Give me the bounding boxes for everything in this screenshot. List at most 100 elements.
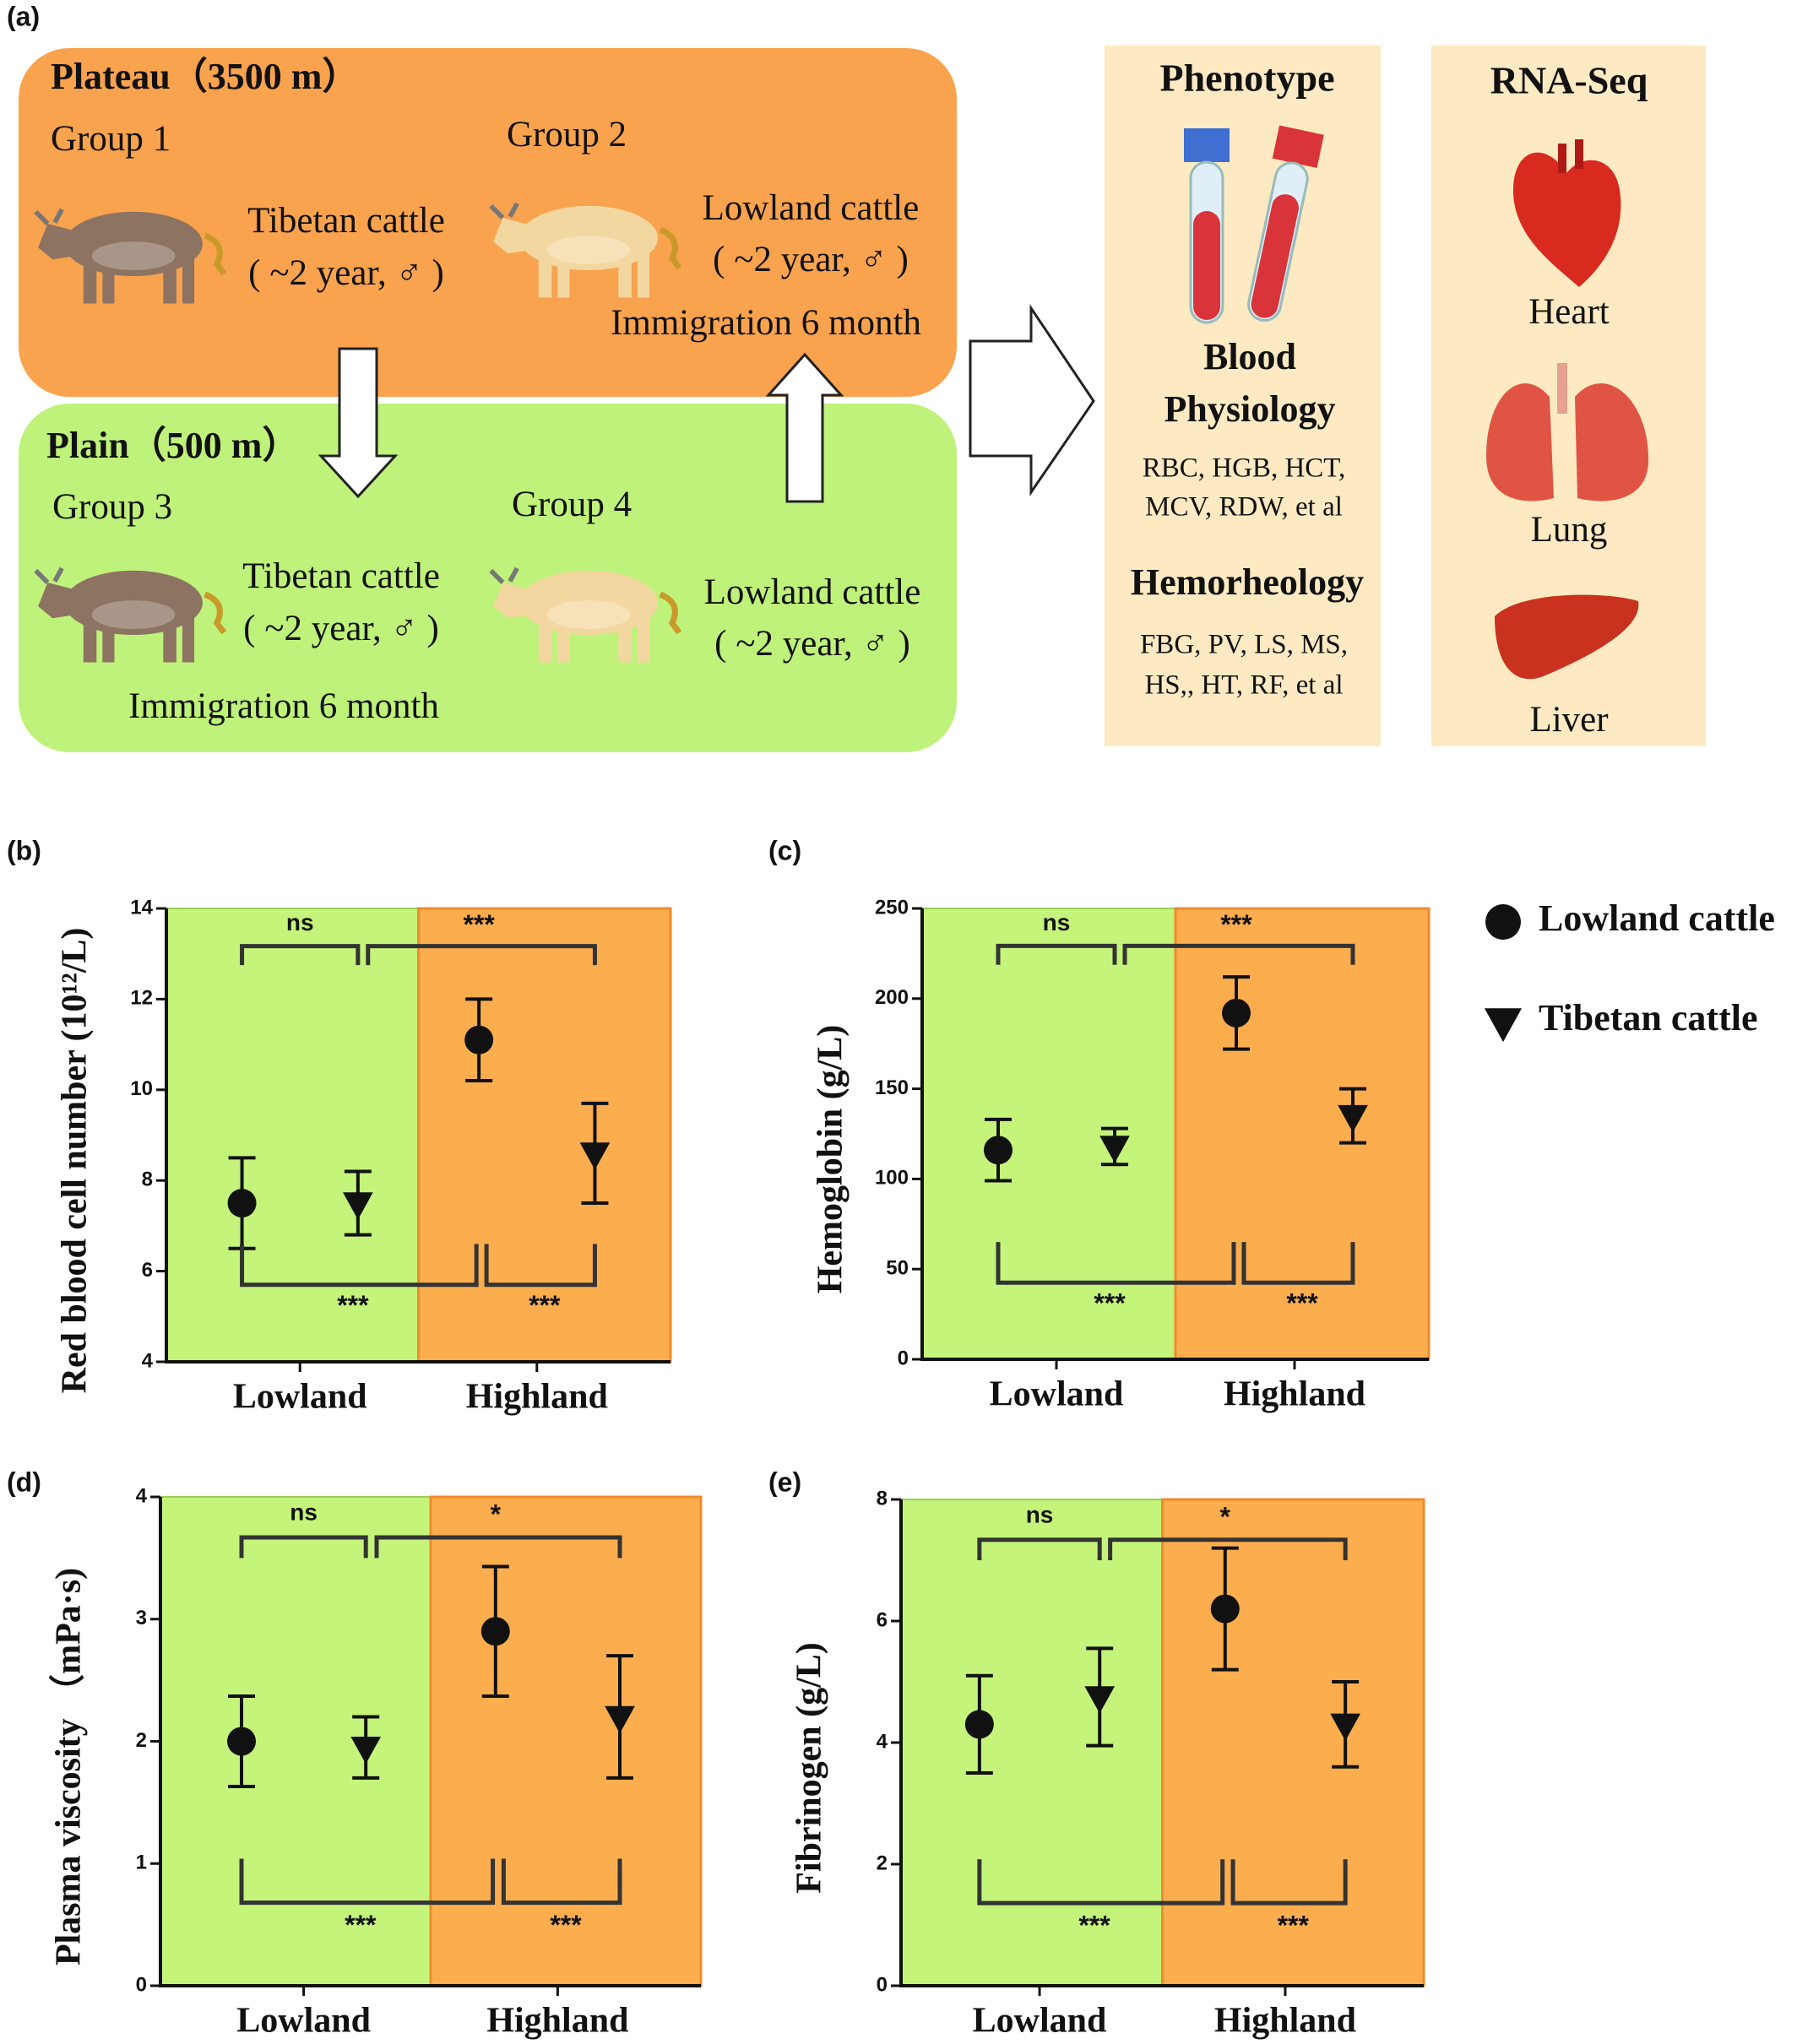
y-tick-label: 10: [130, 1077, 153, 1100]
bracket: [366, 944, 597, 966]
bracket: [977, 1859, 1225, 1906]
y-tick-label: 4: [142, 1349, 154, 1372]
legend-label: Lowland cattle: [1539, 897, 1775, 939]
group-name: Group 2: [507, 115, 627, 155]
lowland-region: [921, 908, 1176, 1360]
significance-label: ***: [550, 1910, 582, 1940]
triangle-marker: [1338, 1104, 1368, 1133]
significance-label: ns: [286, 909, 314, 935]
legend-label: Tibetan cattle: [1539, 997, 1758, 1038]
x-tick-label: Lowland: [990, 1375, 1124, 1414]
y-tick-label: 200: [875, 986, 909, 1009]
lowland-region: [900, 1499, 1164, 1987]
y-tick-label: 12: [130, 987, 153, 1010]
detail: ( ~2 year, ♂ ): [243, 609, 439, 648]
y-tick-label: 50: [886, 1257, 909, 1280]
panel-label: (b): [7, 835, 41, 865]
significance-label: ***: [463, 909, 495, 940]
triangle-marker: [605, 1705, 635, 1734]
significance-label: ***: [1094, 1288, 1126, 1318]
y-tick-label: 4: [136, 1484, 148, 1507]
y-tick-label: 6: [142, 1259, 153, 1282]
breed: Lowland cattle: [703, 188, 920, 228]
breed: Tibetan cattle: [247, 201, 445, 241]
significance-label: ***: [337, 1290, 369, 1320]
rnaseq-title: RNA-Seq: [1490, 59, 1648, 102]
bracket: [977, 1537, 1102, 1560]
y-tick-label: 0: [877, 1973, 888, 1996]
organ-label: Lung: [1531, 510, 1608, 550]
triangle-marker: [350, 1736, 382, 1765]
plain-title: Plain（500 m）: [46, 425, 299, 466]
significance-label: ns: [1043, 909, 1071, 935]
triangle-marker: [579, 1142, 611, 1170]
panel-label: (d): [7, 1467, 41, 1497]
test-tubes: [1184, 125, 1324, 324]
group-name: Group 4: [512, 485, 632, 524]
x-tick-label: Lowland: [236, 2002, 371, 2041]
up-arrow: [765, 352, 844, 503]
bracket: [374, 1535, 622, 1559]
bracket: [1108, 1537, 1348, 1560]
significance-label: ns: [1026, 1502, 1054, 1528]
items: HS,, HT, RF, et al: [1144, 670, 1343, 701]
group-name: Group 1: [51, 119, 171, 159]
phenotype-box: [1105, 46, 1381, 746]
circle-marker: [964, 1710, 994, 1739]
x-tick-label: Highland: [1224, 1375, 1365, 1414]
lung-icon: [1486, 363, 1649, 502]
section-title: Blood: [1203, 336, 1296, 377]
section-title: Hemorheology: [1131, 561, 1364, 603]
circle-marker: [1485, 904, 1521, 940]
y-axis-label: Red blood cell number (10¹²/L): [56, 928, 95, 1394]
big-arrow: [969, 304, 1095, 496]
circle-marker: [227, 1189, 257, 1218]
bracket: [1122, 943, 1355, 965]
detail: ( ~2 year, ♂ ): [713, 240, 909, 279]
significance-label: ***: [1220, 909, 1252, 940]
y-tick-label: 1: [136, 1852, 147, 1874]
y-axis-label: Plasma viscosity （mPa·s): [49, 1568, 89, 1965]
organ-label: Liver: [1529, 700, 1608, 740]
circle-marker: [227, 1727, 256, 1756]
bracket: [239, 1858, 496, 1906]
down-arrow: [318, 347, 399, 499]
significance-label: ***: [345, 1910, 377, 1940]
panel-label: (a): [7, 1, 40, 31]
detail: ( ~2 year, ♂ ): [714, 624, 910, 664]
liver-icon: [1495, 594, 1639, 680]
plateau-box: [19, 48, 957, 397]
y-tick-label: 14: [130, 896, 153, 919]
significance-label: ns: [290, 1499, 318, 1526]
circle-marker: [464, 1025, 494, 1055]
significance-label: *: [491, 1499, 502, 1530]
y-axis-label: Hemoglobin (g/L): [812, 1025, 850, 1294]
plateau-title: Plateau（3500 m）: [51, 56, 359, 97]
y-tick-label: 6: [877, 1608, 888, 1631]
circle-marker: [480, 1617, 510, 1646]
heart-vessels: [1558, 139, 1583, 173]
triangle-marker: [1099, 1136, 1130, 1163]
heart-icon: [1512, 152, 1621, 287]
plain-box: [19, 404, 957, 752]
circle-marker: [1210, 1594, 1240, 1624]
bracket: [240, 944, 361, 966]
y-tick-label: 100: [875, 1167, 909, 1190]
significance-label: ***: [1278, 1910, 1310, 1940]
y-tick-label: 2: [877, 1852, 888, 1874]
bracket: [240, 1244, 479, 1288]
items: FBG, PV, LS, MS,: [1140, 630, 1348, 660]
group-name: Group 3: [52, 487, 172, 527]
bracket: [1241, 1242, 1355, 1285]
y-tick-label: 8: [877, 1487, 888, 1510]
triangle-marker: [1484, 1008, 1523, 1043]
significance-label: ***: [1078, 1910, 1110, 1940]
significance-label: *: [1220, 1501, 1231, 1532]
bracket: [996, 943, 1117, 965]
section-title: Physiology: [1165, 388, 1336, 430]
y-tick-label: 150: [875, 1076, 909, 1099]
x-tick-label: Lowland: [233, 1378, 367, 1417]
y-tick-label: 0: [136, 1973, 147, 1996]
note: Immigration 6 month: [128, 686, 439, 726]
